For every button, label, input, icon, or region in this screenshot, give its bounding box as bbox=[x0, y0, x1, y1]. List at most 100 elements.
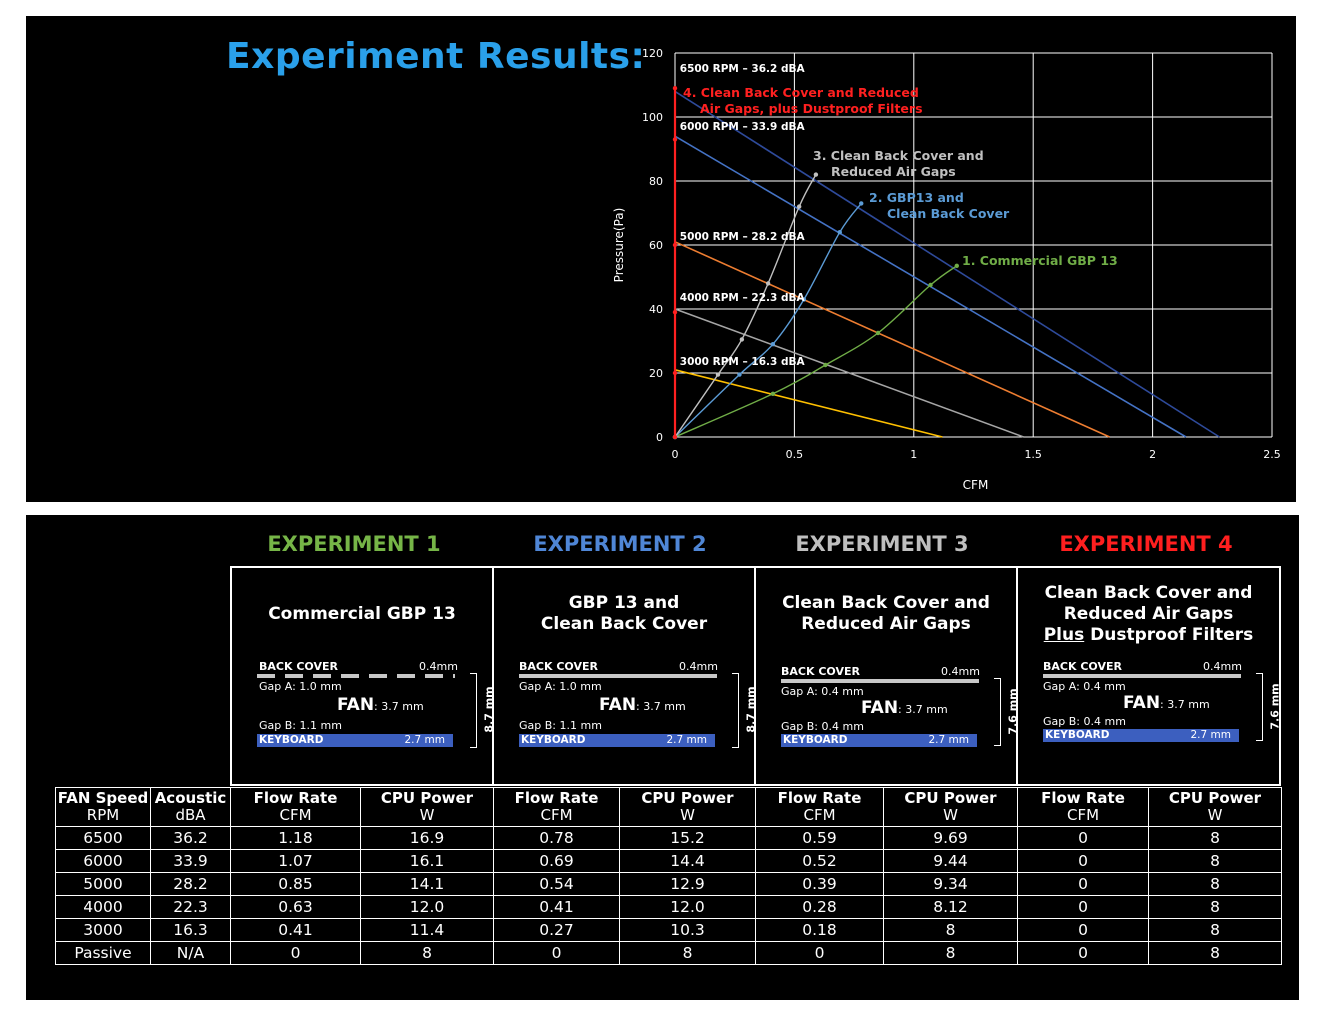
series-point bbox=[739, 337, 745, 342]
table-cell: 0.28 bbox=[755, 895, 884, 919]
column-header: CPU Power W bbox=[883, 787, 1018, 827]
experiment-2-heading: EXPERIMENT 2 bbox=[533, 532, 707, 556]
table-cell: 0.41 bbox=[230, 918, 361, 942]
table-cell: 0 bbox=[1017, 941, 1149, 965]
y-tick-label: 20 bbox=[649, 367, 663, 380]
table-cell: 0.54 bbox=[493, 872, 620, 896]
experiment-3-heading: EXPERIMENT 3 bbox=[795, 532, 969, 556]
table-cell: 28.2 bbox=[150, 872, 231, 896]
table-cell: 5000 bbox=[55, 872, 151, 896]
series-label: 3. Clean Back Cover and Reduced Air Gaps bbox=[813, 148, 984, 179]
y-axis-title: Pressure(Pa) bbox=[612, 208, 626, 283]
table-cell: 11.4 bbox=[360, 918, 494, 942]
table-cell: 14.1 bbox=[360, 872, 494, 896]
y-tick-label: 120 bbox=[642, 47, 663, 60]
fan-label: FAN: 3.7 mm bbox=[861, 698, 948, 718]
table-cell: 9.34 bbox=[883, 872, 1018, 896]
chart-labels: 6500 RPM – 36.2 dBA 6000 RPM – 33.9 dBA 50… bbox=[680, 63, 1118, 368]
column-header: Flow Rate CFM bbox=[230, 787, 361, 827]
table-cell: 14.4 bbox=[619, 849, 756, 873]
back-cover-bar bbox=[781, 679, 979, 683]
table-cell: 8 bbox=[1148, 895, 1282, 919]
table-cell: Passive bbox=[55, 941, 151, 965]
experiment-3-box: Clean Back Cover and Reduced Air Gaps BA… bbox=[754, 566, 1020, 786]
cover-thickness: 0.4mm bbox=[419, 660, 458, 673]
x-tick-label: 1 bbox=[910, 448, 917, 461]
y-tick-label: 40 bbox=[649, 303, 663, 316]
table-cell: 0.78 bbox=[493, 826, 620, 850]
column-header: CPU Power W bbox=[1148, 787, 1282, 827]
keyboard-bar: KEYBOARD 2.7 mm bbox=[257, 734, 453, 747]
back-cover-label: BACK COVER bbox=[1043, 660, 1122, 673]
chart-panel: Experiment Results: 0 20 40 60 80 100 120 0 0.5 1… bbox=[26, 16, 1296, 502]
series-point bbox=[672, 310, 678, 315]
table-cell: 0.85 bbox=[230, 872, 361, 896]
back-cover-label: BACK COVER bbox=[259, 660, 338, 673]
series-label: 2. GBP13 and Clean Back Cover bbox=[869, 190, 1010, 221]
x-tick-label: 2.5 bbox=[1263, 448, 1281, 461]
x-tick-label: 0.5 bbox=[786, 448, 804, 461]
table-cell: 0.39 bbox=[755, 872, 884, 896]
table-cell: 0 bbox=[1017, 872, 1149, 896]
back-cover-bar bbox=[519, 674, 717, 678]
fan-curves bbox=[674, 90, 1220, 438]
keyboard-bar: KEYBOARD 2.7 mm bbox=[519, 734, 715, 747]
table-cell: 0.27 bbox=[493, 918, 620, 942]
table-cell: 16.9 bbox=[360, 826, 494, 850]
gap-b: Gap B: 0.4 mm bbox=[781, 720, 864, 733]
experiment-1-title: Commercial GBP 13 bbox=[268, 604, 456, 624]
height-bracket bbox=[470, 673, 477, 748]
fan-curve-label: 6000 RPM – 33.9 dBA bbox=[680, 121, 806, 133]
table-cell: 9.44 bbox=[883, 849, 1018, 873]
experiment-4-title: Clean Back Cover and Reduced Air Gaps Pl… bbox=[1043, 583, 1254, 645]
table-row: 4000 22.3 0.63 12.0 0.41 12.0 0.28 8.12 0 8 bbox=[55, 895, 1282, 919]
series-point bbox=[796, 204, 802, 209]
pressure-cfm-chart: 0 20 40 60 80 100 120 0 0.5 1 1.5 2 2.5 CFM Pressure(P… bbox=[612, 47, 1281, 492]
x-tick-label: 2 bbox=[1149, 448, 1156, 461]
table-cell: 8 bbox=[619, 941, 756, 965]
experiment-3-title: Clean Back Cover and Reduced Air Gaps bbox=[782, 593, 990, 634]
cover-thickness: 0.4mm bbox=[679, 660, 718, 673]
table-cell: 8.12 bbox=[883, 895, 1018, 919]
series-point bbox=[823, 362, 828, 368]
table-cell: 0.59 bbox=[755, 826, 884, 850]
table-cell: 0.63 bbox=[230, 895, 361, 919]
fan-curve-label: 5000 RPM – 28.2 dBA bbox=[680, 231, 806, 243]
results-table: FAN Speed RPM Acoustic dBA Flow Rate CFM CPU P… bbox=[55, 787, 1282, 965]
x-axis-title: CFM bbox=[963, 478, 989, 492]
y-tick-label: 100 bbox=[642, 111, 663, 124]
chart-axes: 0 20 40 60 80 100 120 0 0.5 1 1.5 2 2.5 CFM Pressure(P… bbox=[612, 47, 1281, 492]
table-cell: 10.3 bbox=[619, 918, 756, 942]
series-label: 4. Clean Back Cover and Reduced Air Gaps,… bbox=[683, 85, 923, 116]
table-cell: 33.9 bbox=[150, 849, 231, 873]
back-cover-bar bbox=[257, 674, 455, 678]
series-point bbox=[765, 281, 771, 286]
table-cell: 0.18 bbox=[755, 918, 884, 942]
series-point bbox=[801, 297, 807, 302]
table-row: 3000 16.3 0.41 11.4 0.27 10.3 0.18 8 0 8 bbox=[55, 918, 1282, 942]
experiment-4-box: Clean Back Cover and Reduced Air Gaps Pl… bbox=[1016, 566, 1282, 786]
column-header: Acoustic dBA bbox=[150, 787, 231, 827]
table-cell: 3000 bbox=[55, 918, 151, 942]
series-point bbox=[813, 172, 819, 177]
series-point bbox=[672, 370, 678, 376]
table-cell: 0.69 bbox=[493, 849, 620, 873]
table-body: 6500 36.2 1.18 16.9 0.78 15.2 0.59 9.69 0 8 6000 33… bbox=[55, 826, 1282, 965]
table-cell: 0 bbox=[1017, 826, 1149, 850]
experiment-1-heading: EXPERIMENT 1 bbox=[267, 532, 441, 556]
gap-a: Gap A: 0.4 mm bbox=[1043, 680, 1126, 693]
column-header: CPU Power W bbox=[619, 787, 756, 827]
column-header: Flow Rate CFM bbox=[1017, 787, 1149, 827]
table-cell: 15.2 bbox=[619, 826, 756, 850]
table-cell: 4000 bbox=[55, 895, 151, 919]
table-cell: 8 bbox=[883, 941, 1018, 965]
table-row: 6000 33.9 1.07 16.1 0.69 14.4 0.52 9.44 0 8 bbox=[55, 849, 1282, 873]
experiment-panel: EXPERIMENT 1 Commercial GBP 13 BACK COVE… bbox=[26, 515, 1299, 1000]
table-cell: 0.52 bbox=[755, 849, 884, 873]
table-cell: 16.1 bbox=[360, 849, 494, 873]
table-cell: 6000 bbox=[55, 849, 151, 873]
page-title: Experiment Results: bbox=[226, 36, 646, 77]
table-cell: 12.9 bbox=[619, 872, 756, 896]
series-point bbox=[715, 372, 721, 377]
table-cell: 36.2 bbox=[150, 826, 231, 850]
